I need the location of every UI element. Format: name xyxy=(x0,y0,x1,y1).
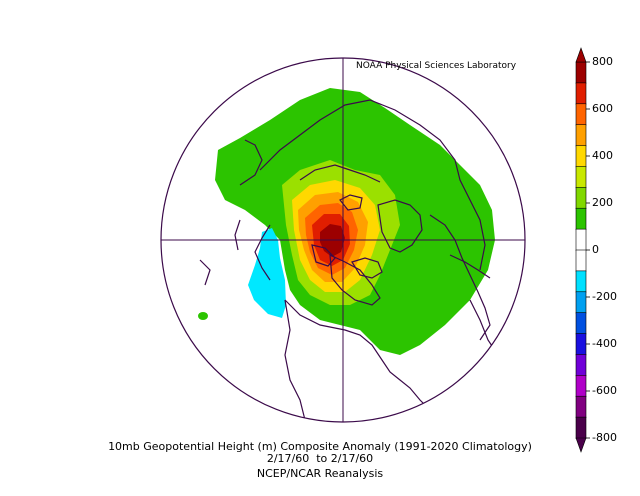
colorbar-segment xyxy=(575,312,587,335)
colorbar-segment xyxy=(575,416,587,439)
colorbar-segment xyxy=(575,354,587,377)
coastline-hudson xyxy=(329,254,381,306)
colorbar-tick-label: -800 xyxy=(592,431,617,444)
colorbar-segment xyxy=(575,82,587,105)
colorbar-arrow-bottom xyxy=(575,437,587,453)
colorbar-tick-label: 200 xyxy=(592,196,613,209)
colorbar-tick-label: -200 xyxy=(592,290,617,303)
colorbar-segment xyxy=(575,166,587,189)
credit-label: NOAA Physical Sciences Laboratory xyxy=(356,61,517,71)
caption-date-range: 2/17/60 to 2/17/60 xyxy=(266,452,374,465)
colorbar-segment xyxy=(575,187,587,210)
coastline-eurasia xyxy=(259,99,486,271)
coastline-india xyxy=(199,259,211,286)
colorbar-tick-label: -400 xyxy=(592,337,617,350)
colorbar-segment xyxy=(575,103,587,126)
colorbar-segment xyxy=(575,333,587,356)
colorbar-segment xyxy=(575,375,587,398)
colorbar-arrow-top xyxy=(575,47,587,63)
caption-dataset: NCEP/NCAR Reanalysis xyxy=(256,467,384,480)
map-boundary xyxy=(160,57,526,423)
colorbar-tick-label: 600 xyxy=(592,102,613,115)
colorbar-tick-label: 800 xyxy=(592,55,613,68)
colorbar-tick-label: 0 xyxy=(592,243,599,256)
colorbar-tick-label: -600 xyxy=(592,384,617,397)
colorbar-segment xyxy=(575,270,587,293)
coastline-japan xyxy=(234,219,241,251)
colorbar-segment xyxy=(575,207,587,230)
colorbar-segment xyxy=(575,249,587,272)
colorbar-segment xyxy=(575,395,587,418)
coastline-alaska xyxy=(254,224,271,281)
coastline-arctic-islands-2 xyxy=(311,244,336,267)
colorbar-segment xyxy=(575,228,587,251)
colorbar-segment xyxy=(575,124,587,147)
graticule xyxy=(161,58,525,422)
coastline-asia-east xyxy=(239,139,263,186)
coastline-europe xyxy=(429,214,491,341)
coastline-baffin xyxy=(351,257,383,279)
colorbar xyxy=(575,47,590,453)
anomaly-fill-layer xyxy=(198,88,495,355)
colorbar-segment xyxy=(575,145,587,168)
coastline-arctic-islands xyxy=(339,194,363,211)
coastline-mediterranean xyxy=(449,254,491,279)
anomaly-region-cyan xyxy=(248,228,286,318)
anomaly-spot-green xyxy=(198,312,208,320)
coastline-west-na xyxy=(284,299,306,421)
colorbar-tick-label: 400 xyxy=(592,149,613,162)
colorbar-segment xyxy=(575,61,587,84)
coastline-north-america xyxy=(284,299,431,411)
colorbar-segment xyxy=(575,291,587,314)
caption-title: 10mb Geopotential Height (m) Composite A… xyxy=(108,440,532,453)
